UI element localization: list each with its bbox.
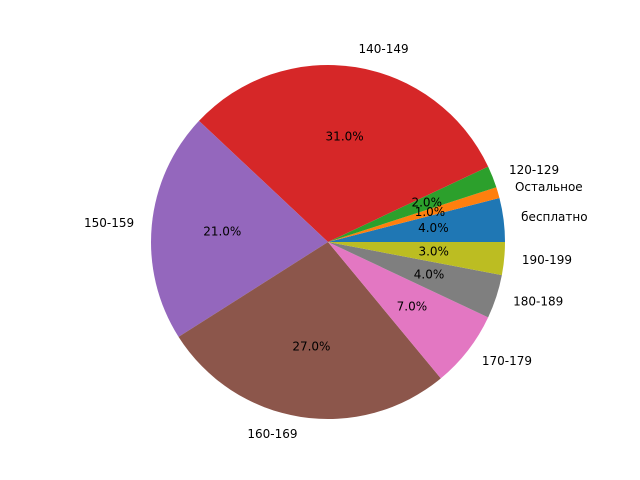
pie-slice-190-199 bbox=[328, 242, 505, 276]
slice-label: 120-129 bbox=[509, 163, 559, 177]
slice-percent-label: 21.0% bbox=[203, 225, 241, 239]
slice-percent-label: 4.0% bbox=[418, 221, 449, 235]
pie-slice-140-149 bbox=[198, 65, 489, 242]
slice-percent-label: 1.0% bbox=[415, 205, 446, 219]
slice-label: 180-189 bbox=[513, 295, 563, 309]
slice-label: 150-159 bbox=[84, 216, 134, 230]
slice-percent-label: 27.0% bbox=[292, 339, 330, 353]
pie-slice-170-179 bbox=[328, 242, 489, 379]
slice-label: 140-149 bbox=[358, 42, 408, 56]
pie-slice-120-129 bbox=[328, 166, 497, 242]
slice-label: Остальное bbox=[515, 180, 583, 194]
pie-slice-160-169 bbox=[178, 242, 441, 419]
pie-slice-slice-1 bbox=[328, 187, 500, 242]
slice-label: 160-169 bbox=[247, 427, 297, 441]
slice-percent-label: 4.0% bbox=[414, 267, 445, 281]
slice-percent-label: 2.0% bbox=[411, 195, 442, 209]
slice-percent-label: 7.0% bbox=[397, 300, 428, 314]
pie-slice-150-159 bbox=[151, 120, 328, 337]
slice-label: 170-179 bbox=[482, 354, 532, 368]
slice-percent-label: 3.0% bbox=[418, 244, 449, 258]
slice-percent-label: 31.0% bbox=[326, 130, 364, 144]
pie-slices bbox=[151, 65, 505, 419]
pie-slice-180-189 bbox=[328, 242, 502, 318]
pie-labels: бесплатно 4.0% Остальное 1.0% 120-129 2.0% 140… bbox=[84, 42, 588, 441]
pie-slice-slice-0 bbox=[328, 197, 505, 242]
slice-label: бесплатно bbox=[521, 210, 587, 224]
slice-label: 190-199 bbox=[522, 253, 572, 267]
